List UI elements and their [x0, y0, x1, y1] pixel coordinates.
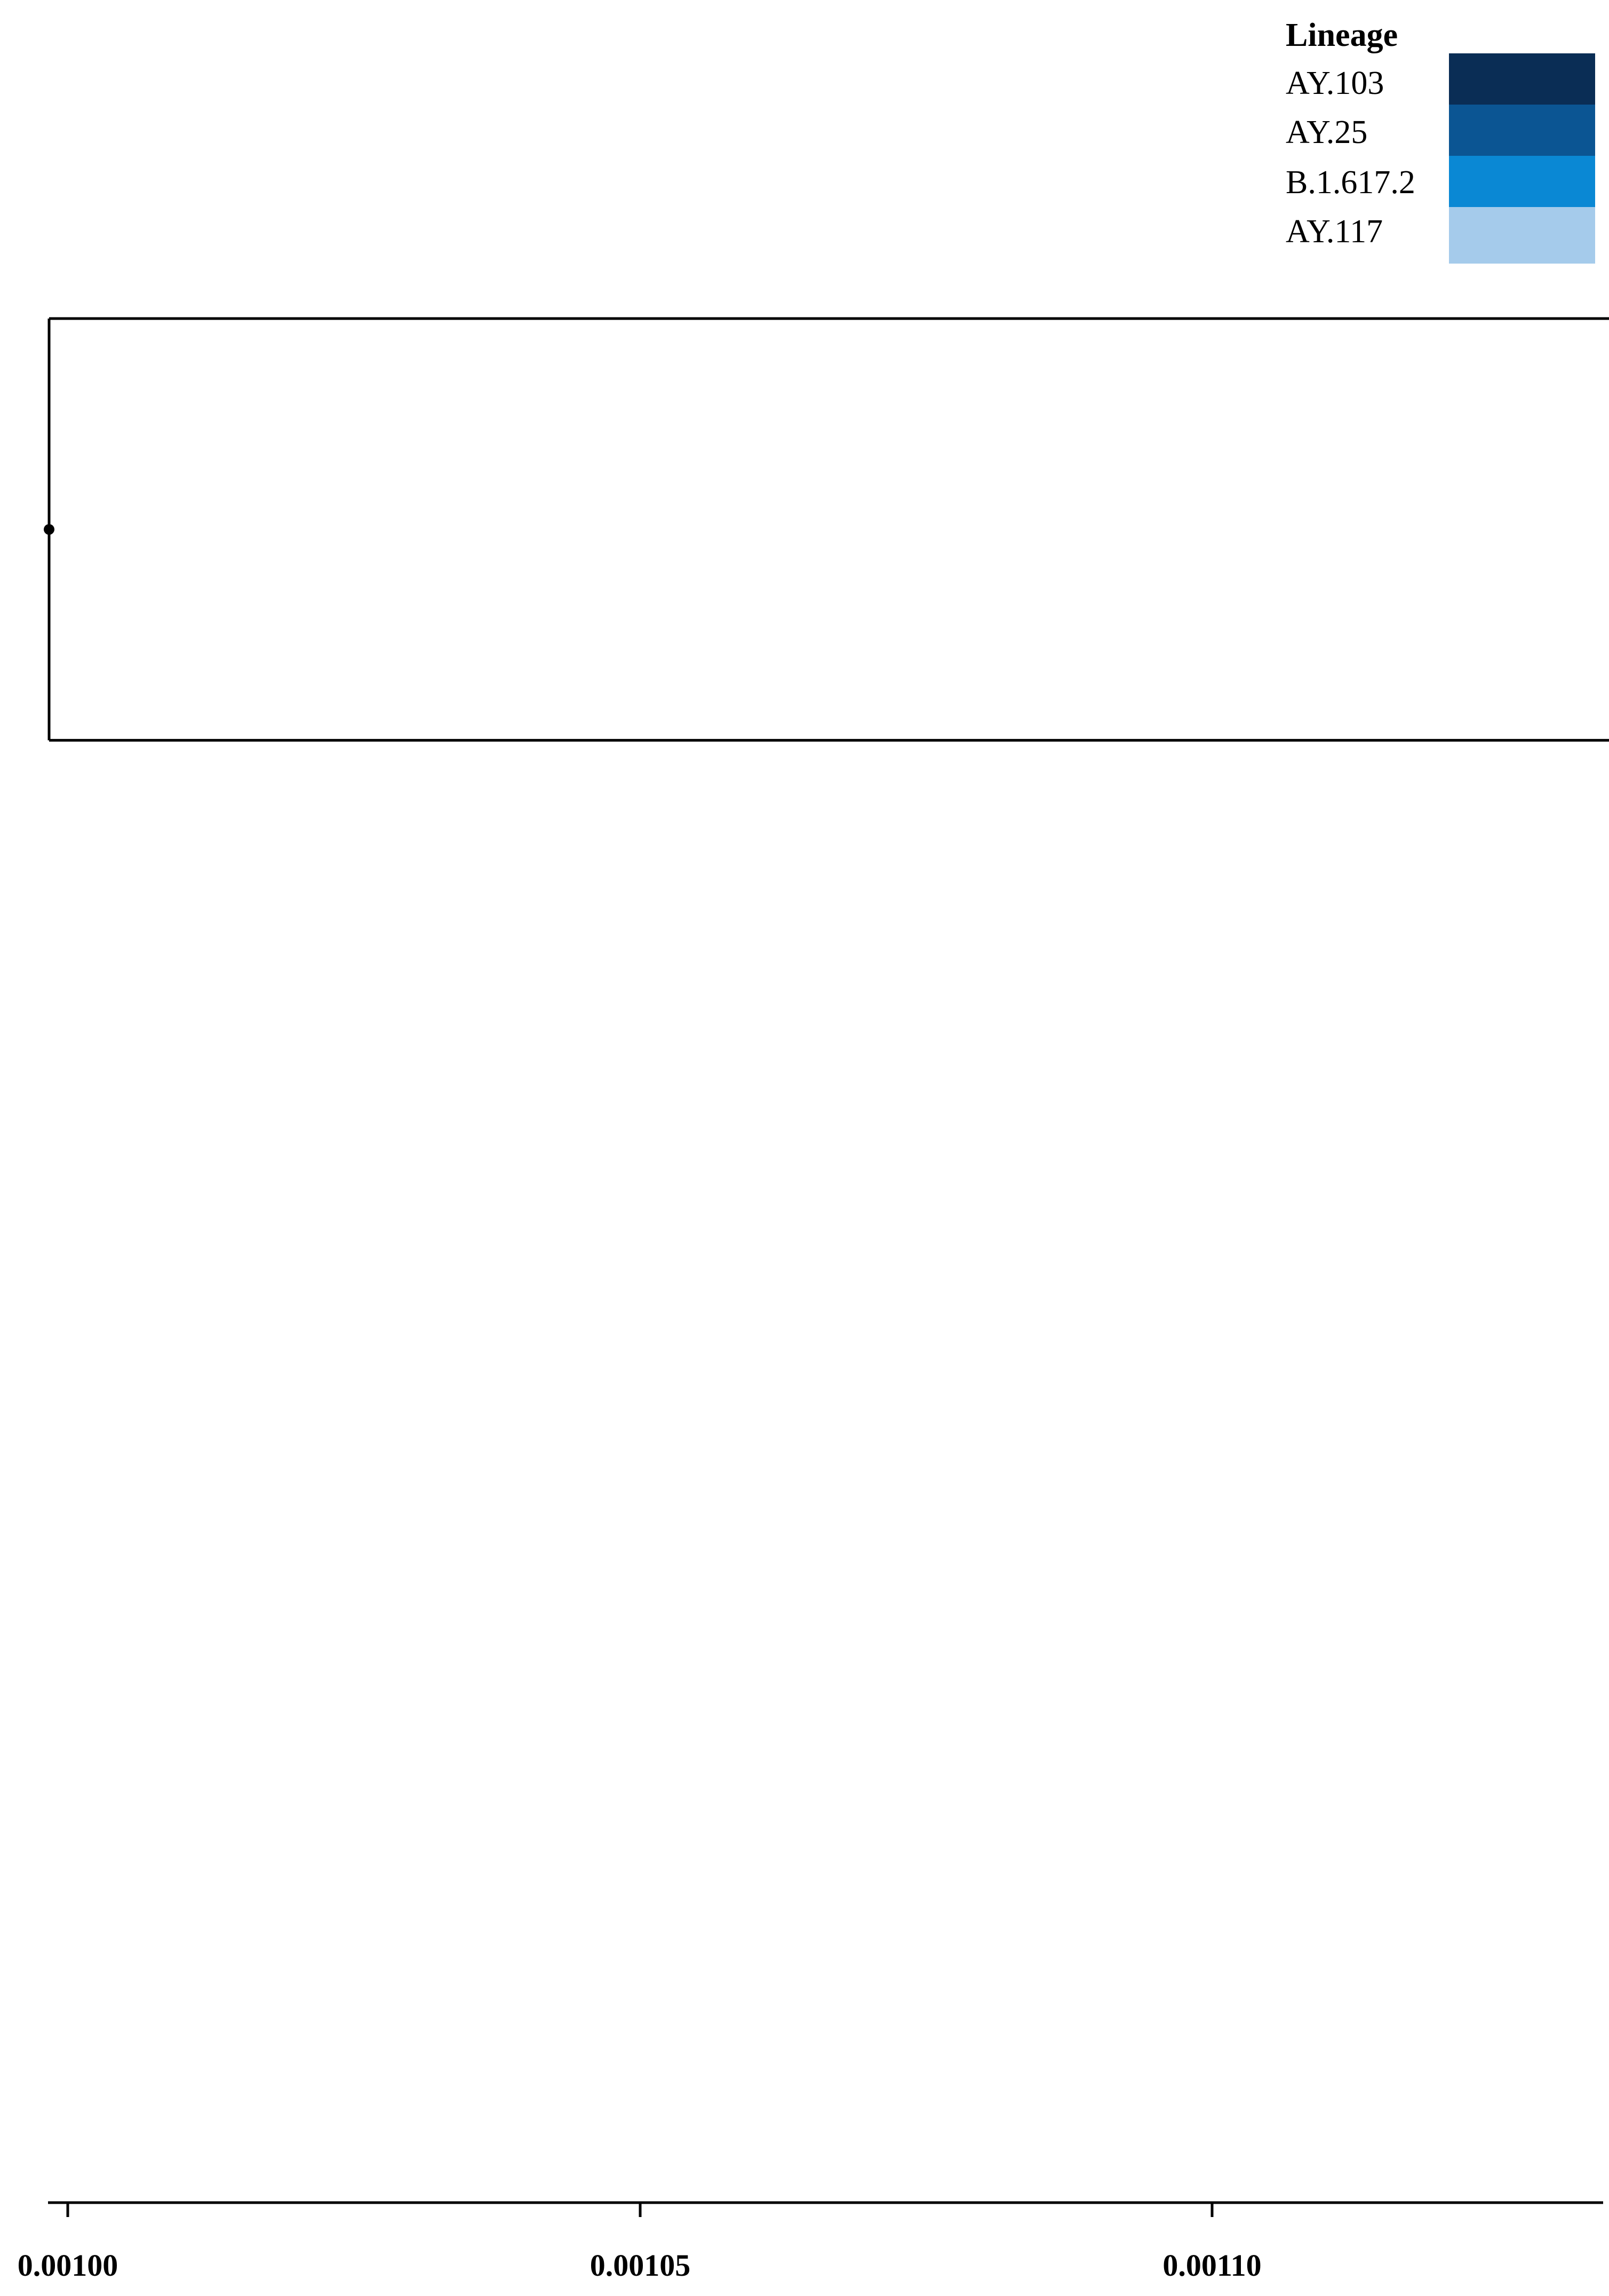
branches: [44, 317, 1609, 742]
axis-tick-label: 0.00105: [590, 2248, 691, 2283]
legend-swatch: [1449, 105, 1595, 156]
axis-tick-label: 0.00110: [1162, 2248, 1261, 2283]
legend: Lineage AY.103 AY.25 B.1.617.2 AY.117: [1286, 17, 1595, 264]
internal-node: [44, 524, 54, 535]
legend-swatch: [1449, 53, 1595, 105]
legend-swatch: [1449, 207, 1595, 264]
legend-label: AY.103: [1286, 65, 1384, 101]
legend-swatch: [1449, 156, 1595, 207]
axis-tick-label: 0.00100: [18, 2248, 118, 2283]
legend-title: Lineage: [1286, 17, 1398, 53]
legend-label: AY.117: [1286, 213, 1383, 250]
legend-label: B.1.617.2: [1286, 164, 1415, 201]
scale-axis: 0.00100 0.00105 0.00110: [18, 2201, 1603, 2283]
legend-label: AY.25: [1286, 114, 1367, 150]
